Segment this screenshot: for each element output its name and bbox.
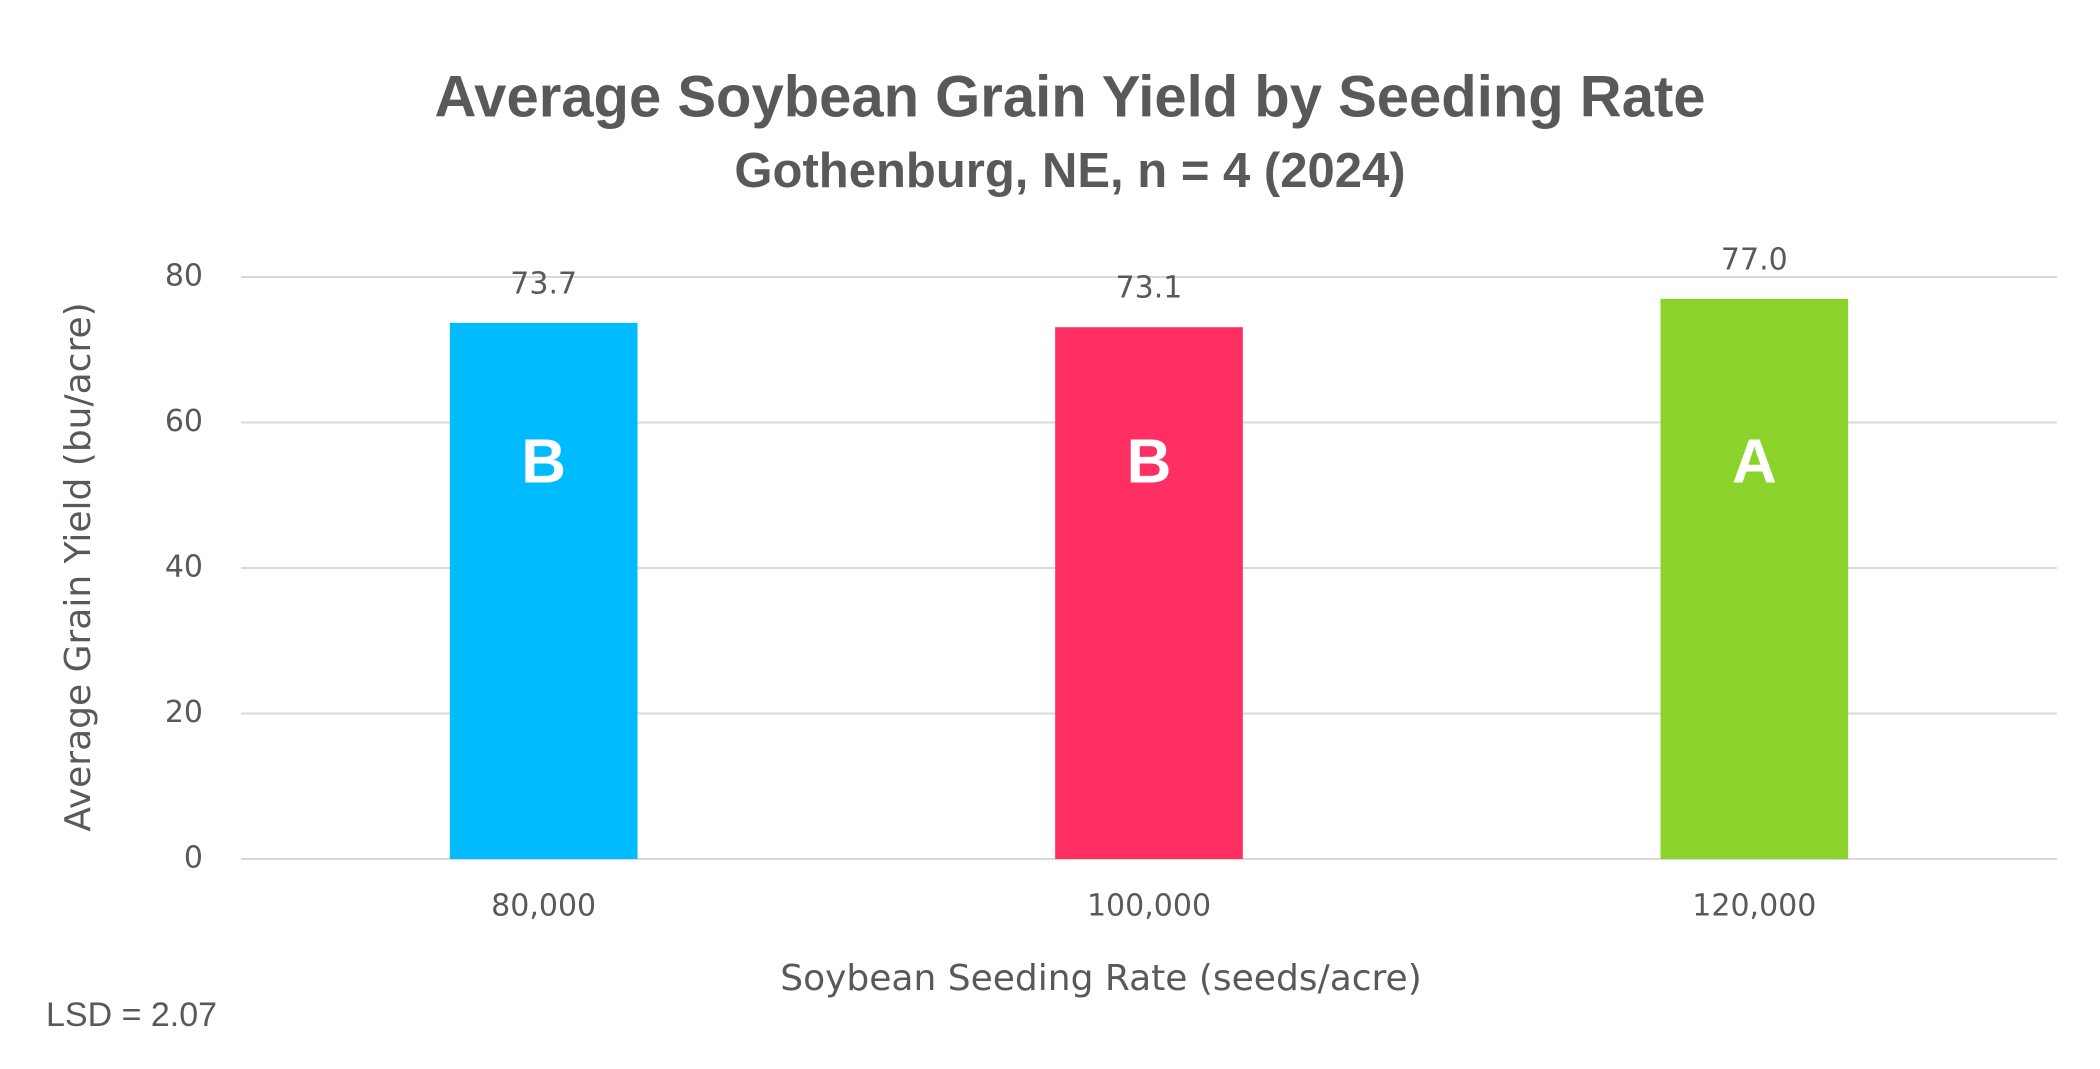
bar bbox=[1055, 327, 1243, 859]
x-axis-title: Soybean Seeding Rate (seeds/acre) bbox=[780, 958, 1422, 999]
bar-letter: B bbox=[521, 427, 566, 496]
value-label: 77.0 bbox=[1721, 242, 1788, 277]
annotation: LSD = 2.07 bbox=[46, 996, 217, 1034]
y-tick-label: 80 bbox=[165, 259, 203, 294]
y-tick-label: 40 bbox=[165, 550, 203, 585]
value-label: 73.7 bbox=[510, 266, 577, 301]
bar bbox=[1660, 298, 1849, 859]
bar-letter: A bbox=[1732, 427, 1777, 496]
bar bbox=[449, 322, 638, 859]
bar-letter: B bbox=[1127, 427, 1172, 496]
value-label: 73.1 bbox=[1116, 271, 1183, 306]
chart-subtitle: Gothenburg, NE, n = 4 (2024) bbox=[734, 144, 1405, 198]
y-tick-label: 20 bbox=[165, 695, 203, 730]
chart-title: Average Soybean Grain Yield by Seeding R… bbox=[434, 64, 1705, 129]
y-tick-label: 0 bbox=[184, 841, 203, 876]
x-tick-label: 100,000 bbox=[1087, 889, 1211, 924]
y-tick-label: 60 bbox=[165, 404, 203, 439]
x-tick-label: 80,000 bbox=[491, 889, 596, 924]
x-tick-label: 120,000 bbox=[1692, 889, 1816, 924]
y-axis-title: Average Grain Yield (bu/acre) bbox=[58, 302, 99, 831]
